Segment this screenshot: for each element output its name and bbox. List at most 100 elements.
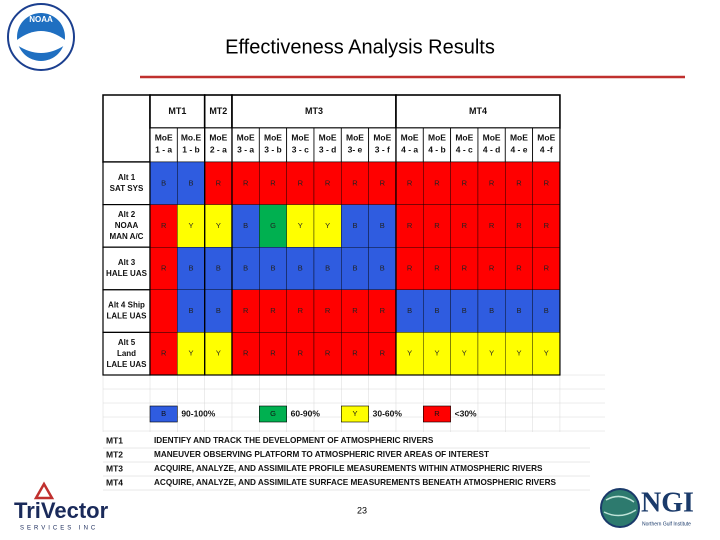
column-label: MoE xyxy=(428,132,446,142)
rating-letter: B xyxy=(216,306,221,315)
noaa-wave xyxy=(17,31,65,53)
legend-code: G xyxy=(270,409,276,418)
rating-letter: R xyxy=(270,349,276,358)
rating-cell xyxy=(177,204,205,248)
rating-cell xyxy=(477,161,506,205)
rating-letter: B xyxy=(462,306,467,315)
rating-cell xyxy=(286,246,315,290)
rating-letter: B xyxy=(270,263,275,272)
rating-letter: Y xyxy=(298,221,303,230)
rating-letter: R xyxy=(352,349,358,358)
column-label: 3 - a xyxy=(237,144,254,154)
rating-letter: B xyxy=(243,263,248,272)
rating-letter: R xyxy=(243,178,249,187)
rating-letter: R xyxy=(298,178,304,187)
column-header xyxy=(450,127,479,163)
legend-text: <30% xyxy=(455,408,477,418)
rating-cell xyxy=(231,246,260,290)
trivector-sub: SERVICES INC xyxy=(20,526,98,532)
rating-cell xyxy=(368,289,397,333)
row-header xyxy=(102,246,151,291)
rating-letter: R xyxy=(298,306,304,315)
column-header xyxy=(477,127,506,163)
definition-text: IDENTIFY AND TRACK THE DEVELOPMENT OF AT… xyxy=(154,436,434,445)
group-border xyxy=(395,94,561,376)
rating-letter: B xyxy=(188,263,193,272)
rating-letter: B xyxy=(516,306,521,315)
rating-letter: R xyxy=(544,221,550,230)
column-label: 3- e xyxy=(348,144,363,154)
rating-cell xyxy=(423,161,451,205)
rating-cell xyxy=(395,289,424,333)
column-label: 1 - b xyxy=(182,144,199,154)
rating-cell xyxy=(450,204,479,248)
column-header xyxy=(231,127,260,163)
row-header xyxy=(102,289,151,333)
rating-letter: R xyxy=(325,349,331,358)
trivector-logo: TriVector SERVICES INC xyxy=(14,481,109,532)
rating-letter: R xyxy=(243,349,249,358)
column-label: 4 - b xyxy=(428,144,445,154)
column-label: MoE xyxy=(455,132,473,142)
rating-letter: R xyxy=(161,221,167,230)
column-label: MoE xyxy=(155,132,173,142)
rating-cell xyxy=(286,332,315,376)
column-label: 4 - a xyxy=(401,144,418,154)
column-label: 3 - d xyxy=(319,144,336,154)
rating-cell xyxy=(477,332,506,376)
slide-title: Effectiveness Analysis Results xyxy=(225,36,495,58)
row-header xyxy=(102,331,151,376)
column-label: MoE xyxy=(401,132,419,142)
row-label: Alt 4 Ship xyxy=(108,301,145,310)
rating-letter: R xyxy=(243,306,249,315)
rating-cell xyxy=(477,204,506,248)
rating-letter: R xyxy=(325,178,331,187)
legend-swatch xyxy=(149,405,178,423)
rating-cell xyxy=(395,332,424,376)
column-label: MoE xyxy=(319,132,337,142)
column-header xyxy=(368,127,397,163)
row-header xyxy=(102,161,151,206)
definition-text: MANEUVER OBSERVING PLATFORM TO ATMOSPHER… xyxy=(154,450,489,459)
rating-cell xyxy=(450,289,479,333)
legend-swatch xyxy=(259,405,287,423)
column-label: MoE xyxy=(483,132,501,142)
row-label: Alt 5 xyxy=(118,338,136,347)
rating-letter: G xyxy=(270,221,276,230)
rating-cell xyxy=(231,289,260,333)
noaa-text: NOAA xyxy=(29,15,53,24)
row-label: HALE UAS xyxy=(106,269,148,278)
row-label: LALE UAS xyxy=(107,360,148,369)
column-label: 4 - d xyxy=(483,144,500,154)
column-header xyxy=(286,127,315,163)
rating-cell xyxy=(532,161,561,205)
rating-letter: R xyxy=(462,263,468,272)
ngi-sub: Northern Gulf Institute xyxy=(642,521,691,527)
legend-code: Y xyxy=(352,409,357,418)
row-label: Alt 1 xyxy=(118,173,136,182)
group-label: MT1 xyxy=(168,106,186,116)
rating-letter: R xyxy=(325,306,331,315)
rating-cell xyxy=(259,204,287,248)
rating-letter: R xyxy=(544,263,550,272)
rating-cell xyxy=(204,161,233,205)
rating-letter: R xyxy=(434,221,440,230)
legend-text: 60-90% xyxy=(291,408,321,418)
column-label: MoE xyxy=(291,132,309,142)
rating-letter: R xyxy=(352,178,358,187)
rating-cell xyxy=(231,161,260,205)
rating-letter: B xyxy=(352,221,357,230)
rating-cell xyxy=(313,204,342,248)
rating-cell xyxy=(505,161,533,205)
group-label: MT2 xyxy=(209,106,227,116)
rating-cell xyxy=(204,204,233,248)
group-header xyxy=(395,94,561,129)
rating-letter: B xyxy=(216,263,221,272)
results-table: MT1 MT2 MT3 MT4 MoE 1 - a Mo.E 1 - b MoE 2 - a MoE… xyxy=(102,94,605,491)
column-label: 1 - a xyxy=(155,144,172,154)
rating-letter: B xyxy=(298,263,303,272)
rating-cell xyxy=(423,332,451,376)
rating-letter: B xyxy=(544,306,549,315)
rating-cell xyxy=(450,332,479,376)
